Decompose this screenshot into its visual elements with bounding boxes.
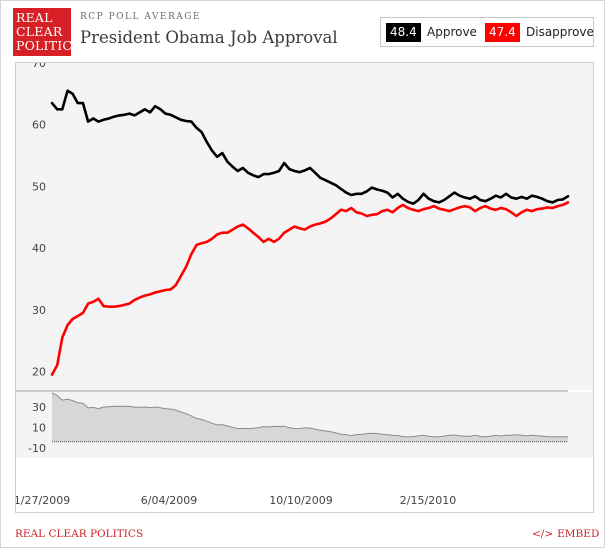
y-tick-label-60: 60 <box>32 119 46 132</box>
footer-brand-link[interactable]: REAL CLEAR POLITICS <box>15 528 144 540</box>
y-tick-label-50: 50 <box>32 180 46 193</box>
x-tick-label-2: 10/10/2009 <box>269 494 332 507</box>
legend-approve-value: 48.4 <box>386 23 421 42</box>
series-line-disapprove <box>50 201 570 376</box>
embed-label: EMBED <box>557 528 600 540</box>
embed-button[interactable]: </> EMBED <box>532 528 599 540</box>
x-tick-label-1: 6/04/2009 <box>141 494 197 507</box>
y-tick-label-20: 20 <box>32 365 46 378</box>
legend-disapprove-label: Disapprove <box>526 25 594 39</box>
spread-area <box>52 393 568 442</box>
main-plot-background <box>16 63 593 390</box>
chart-area: 20 30 40 50 60 70 -10 10 30 1/27/2009 6/04/2009 10/… <box>15 62 594 513</box>
spread-y-tick-label--10: -10 <box>28 442 46 455</box>
logo-line-3: POLITICS <box>16 38 81 53</box>
legend: 48.4 Approve 47.4 Disapprove <box>380 17 594 47</box>
spread-line <box>51 392 569 438</box>
approval-chart: 20 30 40 50 60 70 -10 10 30 1/27/2009 6/04/2009 10/… <box>16 63 593 507</box>
chart-subtitle: RCP POLL AVERAGE <box>80 12 201 22</box>
y-tick-label-70: 70 <box>32 63 46 70</box>
logo-line-2: CLEAR <box>16 24 63 39</box>
spread-y-tick-label-10: 10 <box>32 422 46 435</box>
chart-title: President Obama Job Approval <box>80 28 338 47</box>
x-tick-label-0: 1/27/2009 <box>16 494 70 507</box>
logo-line-1: REAL <box>16 10 53 25</box>
series-line-approve <box>50 89 570 205</box>
x-tick-label-3: 2/15/2010 <box>400 494 456 507</box>
spread-y-tick-label-30: 30 <box>32 401 46 414</box>
rcp-logo[interactable]: REAL CLEAR POLITICS <box>13 8 81 56</box>
y-tick-label-40: 40 <box>32 242 46 255</box>
legend-disapprove-value: 47.4 <box>485 23 520 42</box>
y-tick-label-30: 30 <box>32 304 46 317</box>
embed-icon: </> <box>532 528 554 540</box>
legend-approve-label: Approve <box>427 25 477 39</box>
